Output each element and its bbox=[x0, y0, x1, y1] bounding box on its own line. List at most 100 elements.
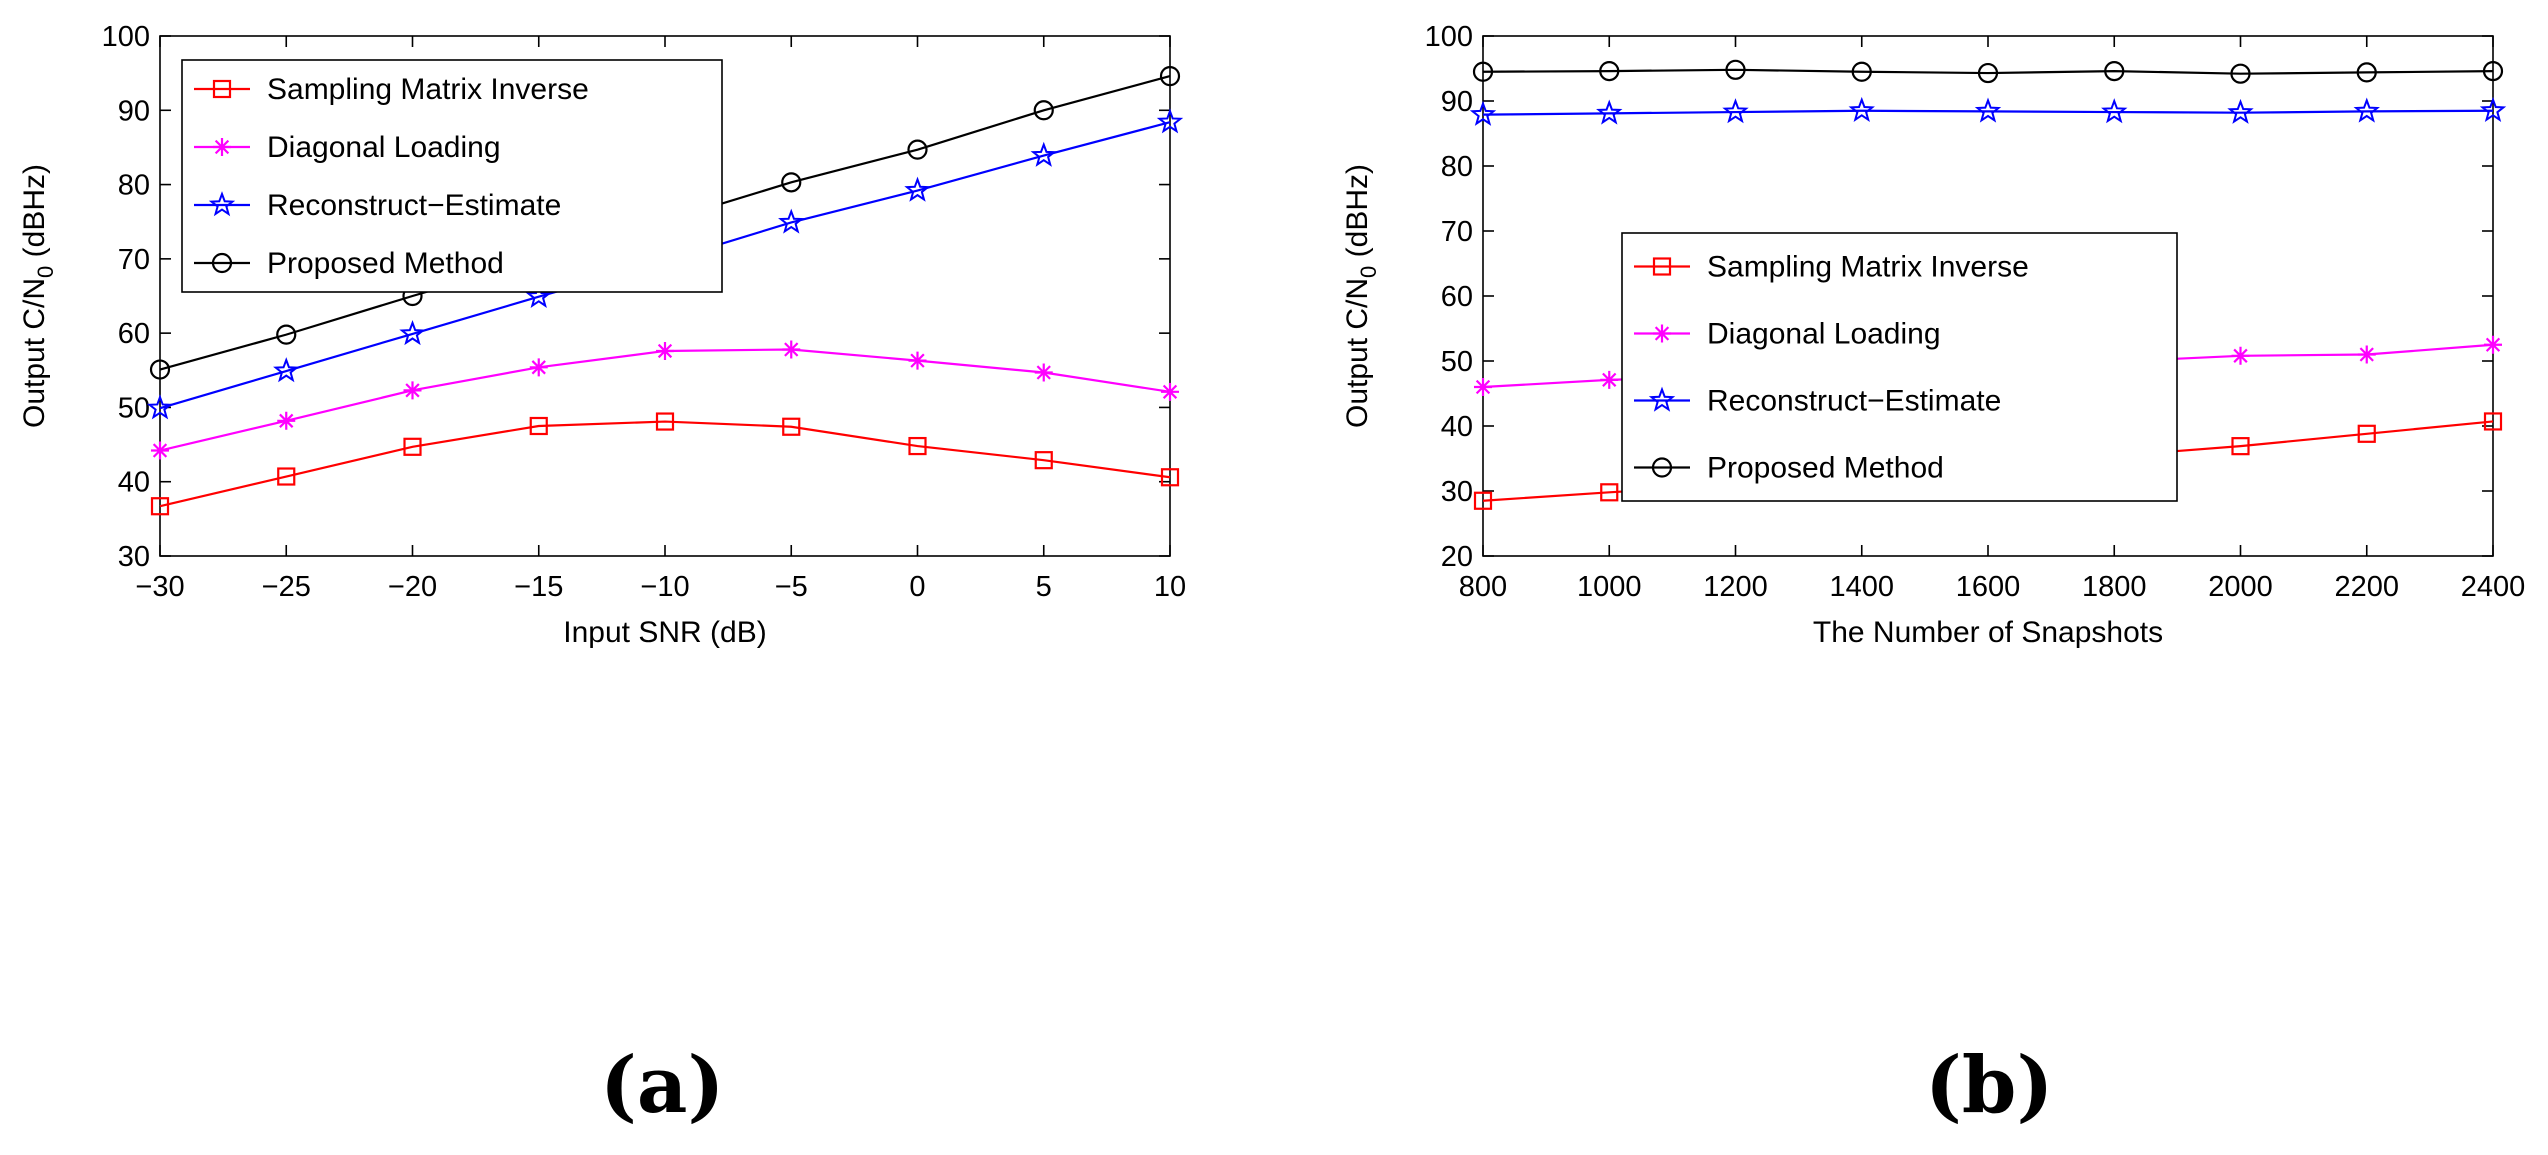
data-point-star bbox=[1848, 96, 1875, 122]
series-square bbox=[150, 412, 1180, 516]
y-tick-label: 80 bbox=[1441, 151, 1473, 183]
series-line bbox=[1482, 109, 2494, 116]
data-point-asterisk bbox=[277, 411, 296, 430]
y-axis-label: Output C/N0 (dBHz) bbox=[18, 164, 58, 428]
data-point-asterisk bbox=[656, 341, 674, 360]
y-tick-label: 90 bbox=[118, 95, 150, 127]
legend-box bbox=[1621, 232, 2178, 502]
data-point-star bbox=[525, 282, 552, 308]
data-point-square bbox=[2231, 437, 2250, 456]
data-point-star bbox=[2353, 97, 2380, 123]
legend-marker-star bbox=[208, 191, 236, 217]
y-tick-label: 60 bbox=[118, 318, 150, 350]
x-tick-label: 2400 bbox=[2461, 571, 2526, 603]
series-line bbox=[159, 420, 1171, 508]
x-tick-label: 1000 bbox=[1577, 571, 1642, 603]
legend-box bbox=[181, 59, 723, 293]
x-tick-label: −5 bbox=[775, 571, 808, 603]
data-point-star bbox=[1030, 141, 1057, 167]
data-point-circle bbox=[149, 359, 171, 380]
y-tick-label: 100 bbox=[102, 21, 150, 53]
data-point-square bbox=[1160, 468, 1180, 487]
legend-marker-square bbox=[1652, 257, 1672, 276]
data-point-star bbox=[399, 320, 426, 346]
legend-label: Proposed Method bbox=[1707, 452, 1944, 485]
data-point-square bbox=[908, 436, 927, 456]
data-point-asterisk bbox=[151, 441, 169, 460]
x-tick-label: 10 bbox=[1154, 571, 1186, 603]
data-point-square bbox=[782, 417, 801, 436]
caption-b: (b) bbox=[1925, 1040, 2054, 1131]
caption-a: (a) bbox=[600, 1040, 725, 1131]
data-point-asterisk bbox=[1600, 370, 1619, 389]
legend-item: Diagonal Loading bbox=[1634, 318, 1941, 351]
legend-marker-square bbox=[212, 79, 232, 99]
x-axis-label: The Number of Snapshots bbox=[1813, 616, 2163, 649]
y-tick-label: 90 bbox=[1441, 86, 1473, 118]
data-point-asterisk bbox=[1474, 378, 1492, 396]
x-tick-label: 1600 bbox=[1956, 571, 2021, 603]
y-tick-label: 20 bbox=[1441, 541, 1473, 573]
data-point-asterisk bbox=[1161, 382, 1179, 401]
data-point-square bbox=[1034, 451, 1053, 470]
x-tick-label: −10 bbox=[640, 571, 689, 603]
data-point-square bbox=[150, 497, 170, 516]
y-axis-label-subscript: 0 bbox=[33, 266, 58, 278]
y-tick-label: 70 bbox=[118, 244, 150, 276]
legend-item: Proposed Method bbox=[194, 247, 504, 280]
x-tick-label: 1400 bbox=[1829, 571, 1894, 603]
data-point-asterisk bbox=[2357, 345, 2376, 364]
data-point-square bbox=[403, 437, 422, 456]
data-point-circle bbox=[276, 324, 297, 345]
legend-label: Diagonal Loading bbox=[267, 131, 501, 164]
x-tick-label: −25 bbox=[262, 571, 311, 603]
data-point-asterisk bbox=[2231, 346, 2250, 365]
series-circle bbox=[1472, 59, 2504, 84]
y-tick-label: 100 bbox=[1425, 21, 1473, 53]
data-point-star bbox=[1469, 100, 1497, 126]
x-tick-label: −30 bbox=[135, 571, 184, 603]
data-point-asterisk bbox=[1034, 363, 1053, 382]
legend-marker-circle bbox=[211, 252, 233, 274]
data-point-circle bbox=[907, 139, 928, 160]
y-tick-label: 80 bbox=[118, 170, 150, 202]
data-point-square bbox=[277, 467, 296, 486]
x-tick-label: 5 bbox=[1036, 571, 1052, 603]
legend-marker-asterisk bbox=[1653, 324, 1671, 343]
data-point-circle bbox=[1725, 59, 1746, 80]
legend-item: Reconstruct−Estimate bbox=[1634, 385, 2001, 418]
x-tick-label: 2200 bbox=[2334, 571, 2399, 603]
series-line bbox=[1482, 68, 2494, 75]
y-tick-label: 30 bbox=[118, 541, 150, 573]
data-point-star bbox=[2227, 98, 2254, 124]
y-axis-label-unit: (dBHz) bbox=[1341, 164, 1374, 266]
data-point-square bbox=[529, 416, 548, 436]
legend-marker-circle bbox=[1651, 457, 1673, 478]
y-axis-label: Output C/N0 (dBHz) bbox=[1341, 164, 1381, 428]
data-point-star bbox=[1156, 108, 1184, 134]
data-point-square bbox=[2357, 424, 2376, 443]
data-point-square bbox=[1600, 483, 1619, 502]
y-axis-label-main: Output C/N bbox=[18, 278, 51, 428]
series-star bbox=[1469, 96, 2507, 126]
data-point-asterisk bbox=[782, 340, 801, 359]
data-point-circle bbox=[1851, 61, 1872, 82]
legend: Sampling Matrix Inverse Diagonal Loading R… bbox=[181, 59, 723, 293]
data-point-star bbox=[1596, 99, 1623, 125]
data-point-star bbox=[904, 176, 931, 202]
legend-label: Diagonal Loading bbox=[1707, 318, 1941, 351]
x-tick-label: −15 bbox=[514, 571, 563, 603]
data-point-circle bbox=[1977, 62, 1999, 84]
data-point-circle bbox=[1159, 66, 1181, 87]
legend-label: Reconstruct−Estimate bbox=[267, 189, 561, 222]
legend-item: Sampling Matrix Inverse bbox=[194, 73, 589, 106]
y-tick-label: 50 bbox=[1441, 346, 1473, 378]
y-axis-label-subscript: 0 bbox=[1356, 266, 1381, 278]
data-point-circle bbox=[781, 172, 802, 193]
legend-label: Sampling Matrix Inverse bbox=[1707, 251, 2029, 284]
y-tick-label: 40 bbox=[118, 467, 150, 499]
data-point-star bbox=[778, 208, 805, 234]
data-point-star bbox=[273, 357, 300, 383]
data-point-circle bbox=[1599, 60, 1620, 82]
